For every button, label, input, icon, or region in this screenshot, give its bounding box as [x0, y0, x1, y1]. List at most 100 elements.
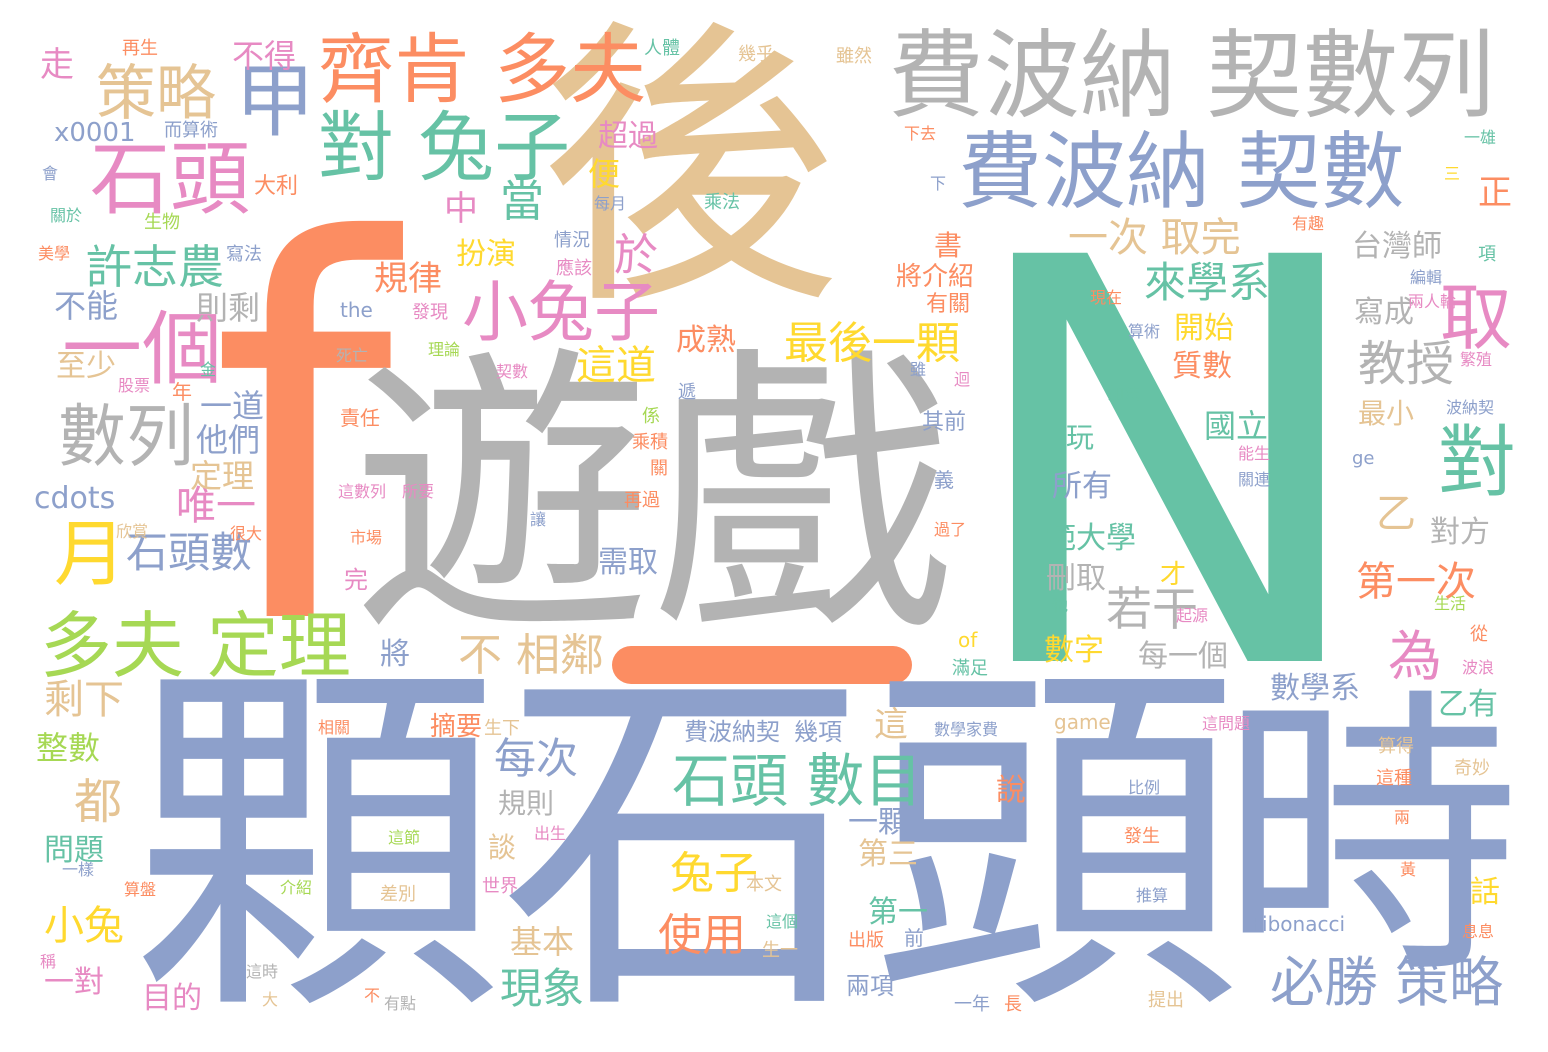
word: 一雄 — [1464, 128, 1497, 147]
word: 石頭 — [500, 630, 1240, 1052]
word: 美學 — [38, 244, 71, 263]
word: 差別 — [380, 884, 416, 905]
word: 對方 — [1430, 515, 1490, 550]
word: 乙 — [1376, 491, 1416, 537]
word: 顆 — [132, 630, 502, 1052]
word: 石頭數 — [126, 528, 253, 577]
word: 走 — [40, 45, 74, 85]
word: 將 — [380, 637, 410, 672]
word: 多夫 定理 — [40, 604, 351, 688]
word: 黃 — [1400, 860, 1417, 879]
word: 大 — [262, 990, 279, 1009]
word: 說 — [996, 773, 1026, 808]
word: 下 — [930, 174, 947, 193]
word: 股票 — [118, 376, 151, 395]
word: 息息 — [1462, 922, 1495, 941]
word: 書 — [934, 229, 963, 262]
word: 費波納 契數 — [958, 123, 1405, 221]
word: 一年 — [954, 994, 990, 1015]
word: 每次 — [494, 734, 579, 783]
word: 欣賞 — [116, 522, 149, 541]
word: 扮演 — [456, 237, 516, 272]
word: 推算 — [1136, 886, 1169, 905]
word: 最後一顆 — [784, 318, 960, 369]
word: 生物 — [144, 212, 180, 233]
word: 長 — [1004, 994, 1022, 1015]
word: 數學系 — [1270, 671, 1360, 706]
word: 費波納契 — [684, 718, 780, 746]
word: 牠 — [1052, 596, 1069, 615]
word: 過了 — [934, 520, 967, 539]
word: 比例 — [1128, 778, 1161, 797]
word: 算得 — [1378, 736, 1414, 757]
word: 發現 — [412, 302, 448, 323]
word: 起源 — [1176, 606, 1209, 625]
word: 這個 — [766, 912, 799, 931]
word: 有點 — [384, 994, 417, 1013]
word: 責任 — [340, 406, 380, 430]
word: 數字 — [1044, 633, 1104, 668]
word: x0001 — [54, 118, 136, 148]
word: 提出 — [1148, 990, 1184, 1011]
word: 需取 — [598, 545, 658, 580]
word: 繁殖 — [1460, 350, 1493, 369]
word: 生活 — [1434, 594, 1467, 613]
word: 成熟 — [676, 323, 736, 358]
word: 數學家費 — [934, 720, 999, 739]
word: 不能 — [54, 287, 119, 325]
word: 兔子 — [670, 848, 758, 899]
word: 甲 — [235, 55, 315, 148]
word: 關 — [650, 458, 668, 479]
word: 有關 — [926, 292, 971, 317]
word: 幾項 — [794, 718, 842, 746]
word: 將介紹 — [896, 262, 975, 292]
word: 這問題 — [1202, 714, 1251, 733]
word: 範大學 — [1046, 521, 1136, 556]
word: 兩 — [1394, 808, 1411, 827]
decorative-bar — [612, 646, 912, 684]
word: 讓 — [530, 510, 547, 529]
word: 剩下 — [44, 677, 124, 723]
word: the — [340, 298, 373, 322]
word: 開始 — [1174, 311, 1234, 346]
word: 很大 — [230, 524, 263, 543]
word: 一樣 — [62, 860, 95, 879]
word: 波納契 — [1446, 398, 1495, 417]
word: 這時 — [246, 962, 279, 981]
word: 必勝 策略 — [1270, 951, 1504, 1014]
word: 兩項 — [846, 972, 894, 1000]
word: of — [958, 628, 978, 652]
word: 來學系 — [1144, 258, 1271, 307]
word: 數列 — [58, 398, 195, 477]
word: 月 — [54, 512, 127, 596]
word: 波浪 — [1462, 658, 1495, 677]
word: 算術 — [1128, 322, 1161, 341]
word: 不得 — [232, 37, 297, 75]
word: 問題 — [44, 833, 104, 868]
word: 使用 — [658, 910, 746, 961]
word: 正 — [1478, 173, 1512, 213]
word: 一道 — [200, 387, 265, 425]
word: 摘要 — [430, 712, 483, 742]
word: 死亡 — [336, 346, 369, 365]
word: 雖 — [910, 360, 927, 379]
word: 完 — [344, 566, 368, 594]
word: 為 — [1388, 625, 1442, 688]
word: 時 — [1220, 665, 1520, 1014]
word: 遞 — [678, 382, 696, 403]
word: 基本 — [510, 923, 575, 961]
word: 奇妙 — [1454, 758, 1490, 779]
word: 迴 — [954, 370, 971, 389]
word: 則剩 — [196, 289, 261, 327]
word: 最小 — [1358, 397, 1415, 430]
word: 遊戲 — [352, 323, 952, 672]
word: 發生 — [1124, 826, 1160, 847]
word: 係 — [642, 406, 660, 427]
word: 出版 — [848, 930, 884, 951]
word: 乘積 — [632, 432, 668, 453]
word: 兩人輪 — [1408, 292, 1457, 311]
word: 話 — [1470, 875, 1500, 910]
word: 這種 — [1376, 768, 1412, 789]
word: 再過 — [624, 490, 660, 511]
word: 取 — [1440, 276, 1513, 360]
